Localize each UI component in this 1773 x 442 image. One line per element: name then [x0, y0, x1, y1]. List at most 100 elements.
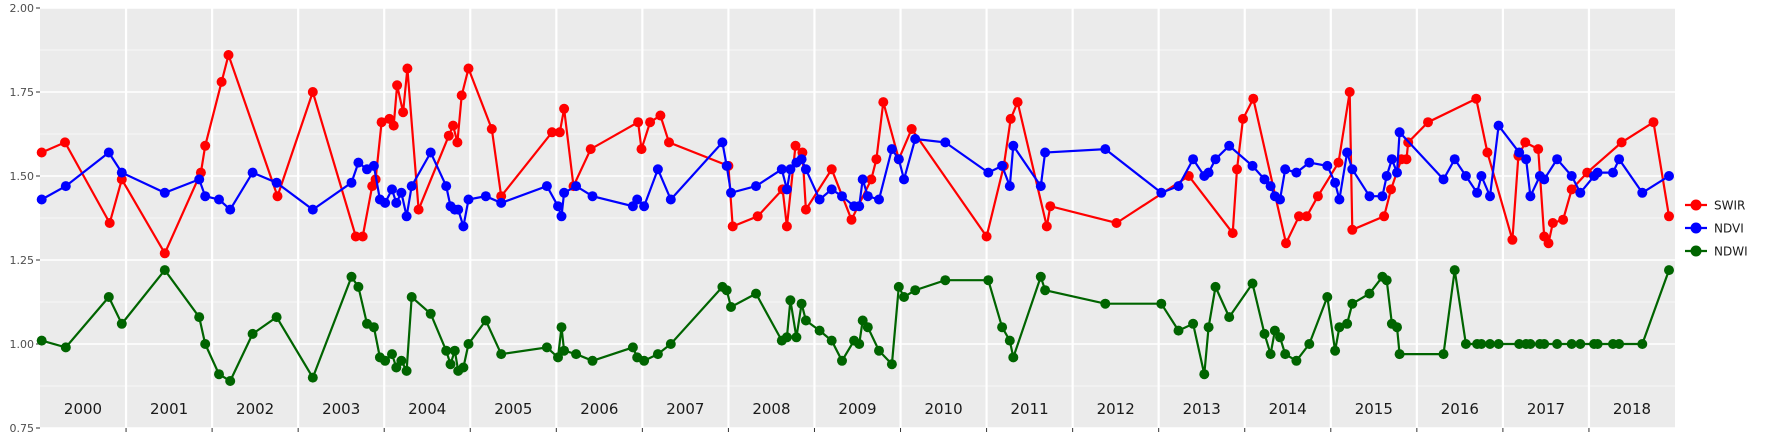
data-point-ndwi	[1449, 265, 1460, 276]
data-point-ndwi	[639, 355, 650, 366]
data-point-ndvi	[1476, 171, 1487, 181]
data-point-ndwi	[940, 275, 951, 286]
data-point-swir	[800, 204, 811, 215]
year-label: 2005	[494, 400, 532, 418]
y-tick-label: 1.50	[10, 170, 35, 183]
data-point-ndwi	[1614, 339, 1625, 349]
data-point-ndwi	[1364, 288, 1375, 299]
data-point-swir	[216, 76, 227, 87]
year-label: 2016	[1441, 400, 1479, 418]
year-label: 2012	[1097, 400, 1135, 418]
data-point-ndvi	[1291, 167, 1302, 178]
data-point-swir	[1547, 218, 1558, 228]
data-point-swir	[1520, 137, 1531, 148]
data-point-swir	[1566, 184, 1577, 195]
data-point-ndwi	[1566, 339, 1577, 349]
data-point-ndvi	[214, 194, 224, 205]
data-point-swir	[636, 144, 647, 155]
data-point-swir	[1005, 113, 1016, 124]
data-point-ndwi	[36, 335, 47, 346]
data-point-ndvi	[776, 164, 787, 175]
data-point-swir	[846, 214, 857, 225]
data-point-swir	[463, 63, 474, 74]
data-point-ndvi	[940, 137, 951, 148]
data-point-ndvi	[893, 154, 904, 165]
data-point-ndvi	[665, 194, 676, 205]
data-point-swir	[655, 110, 666, 121]
data-point-swir	[307, 87, 318, 97]
data-point-ndwi	[1347, 298, 1358, 309]
legend-label-swir: SWIR	[1714, 199, 1745, 213]
data-point-ndwi	[1539, 339, 1550, 349]
data-point-ndwi	[200, 339, 211, 349]
data-point-ndvi	[826, 184, 837, 195]
data-point-swir	[981, 231, 992, 242]
y-tick-label: 2.00	[10, 2, 35, 15]
year-label: 2008	[752, 400, 790, 418]
data-point-ndwi	[1008, 352, 1019, 363]
data-point-ndvi	[401, 211, 412, 222]
data-point-ndvi	[1156, 187, 1167, 198]
data-point-ndvi	[496, 197, 507, 208]
data-point-swir	[554, 127, 565, 138]
data-point-swir	[1301, 211, 1312, 222]
data-point-ndwi	[893, 281, 904, 292]
data-point-ndvi	[1525, 191, 1536, 202]
data-point-ndwi	[214, 369, 224, 380]
data-point-swir	[1232, 164, 1242, 175]
data-point-ndvi	[1438, 174, 1449, 185]
data-point-ndvi	[1008, 140, 1019, 151]
year-label: 2007	[666, 400, 704, 418]
data-point-ndvi	[800, 164, 811, 175]
year-label: 2003	[322, 400, 360, 418]
data-point-swir	[547, 127, 557, 138]
data-point-swir	[1333, 157, 1344, 168]
data-point-ndvi	[717, 137, 728, 148]
data-point-swir	[1227, 228, 1238, 239]
data-point-ndwi	[751, 288, 761, 299]
data-point-ndwi	[587, 355, 598, 366]
data-point-ndwi	[271, 312, 282, 323]
data-point-ndwi	[826, 335, 837, 346]
data-point-swir	[1401, 154, 1412, 165]
data-point-ndvi	[1377, 191, 1388, 202]
data-point-ndvi	[886, 144, 897, 155]
data-point-swir	[486, 124, 497, 134]
data-point-ndvi	[1173, 181, 1184, 192]
data-point-swir	[402, 63, 413, 74]
data-point-ndwi	[60, 342, 71, 353]
data-point-ndvi	[1514, 147, 1525, 158]
data-point-swir	[36, 147, 47, 158]
data-point-ndwi	[1040, 285, 1051, 296]
data-point-ndvi	[796, 154, 807, 165]
data-point-ndwi	[1392, 322, 1402, 333]
data-point-ndwi	[781, 332, 792, 343]
data-point-swir	[1423, 117, 1433, 128]
data-point-ndvi	[1210, 154, 1221, 165]
data-point-ndwi	[571, 349, 582, 360]
x-axis: 2000 2001 2002 2003 2004 2005 2006 2007 2008 2009…	[64, 400, 1651, 432]
data-point-ndvi	[1330, 177, 1341, 188]
data-point-ndwi	[225, 376, 236, 386]
data-point-ndwi	[1476, 339, 1487, 349]
data-point-ndvi	[1004, 181, 1015, 192]
data-point-ndvi	[862, 191, 873, 202]
legend-key-ndwi	[1690, 245, 1702, 257]
data-point-ndwi	[445, 359, 456, 370]
data-point-ndvi	[1392, 167, 1402, 178]
year-label: 2009	[838, 400, 876, 418]
year-label: 2018	[1613, 400, 1651, 418]
data-point-swir	[1471, 93, 1482, 104]
year-label: 2014	[1269, 400, 1307, 418]
data-point-ndvi	[406, 181, 417, 192]
data-point-swir	[1238, 113, 1248, 124]
data-point-ndvi	[1539, 174, 1550, 185]
data-point-ndwi	[353, 281, 364, 292]
data-point-ndvi	[721, 160, 732, 171]
data-point-ndvi	[1342, 147, 1353, 158]
data-point-ndwi	[1514, 339, 1525, 349]
data-point-ndvi	[983, 167, 994, 178]
data-point-ndwi	[387, 349, 397, 360]
data-point-ndvi	[1304, 157, 1315, 168]
data-point-swir	[1648, 117, 1659, 128]
